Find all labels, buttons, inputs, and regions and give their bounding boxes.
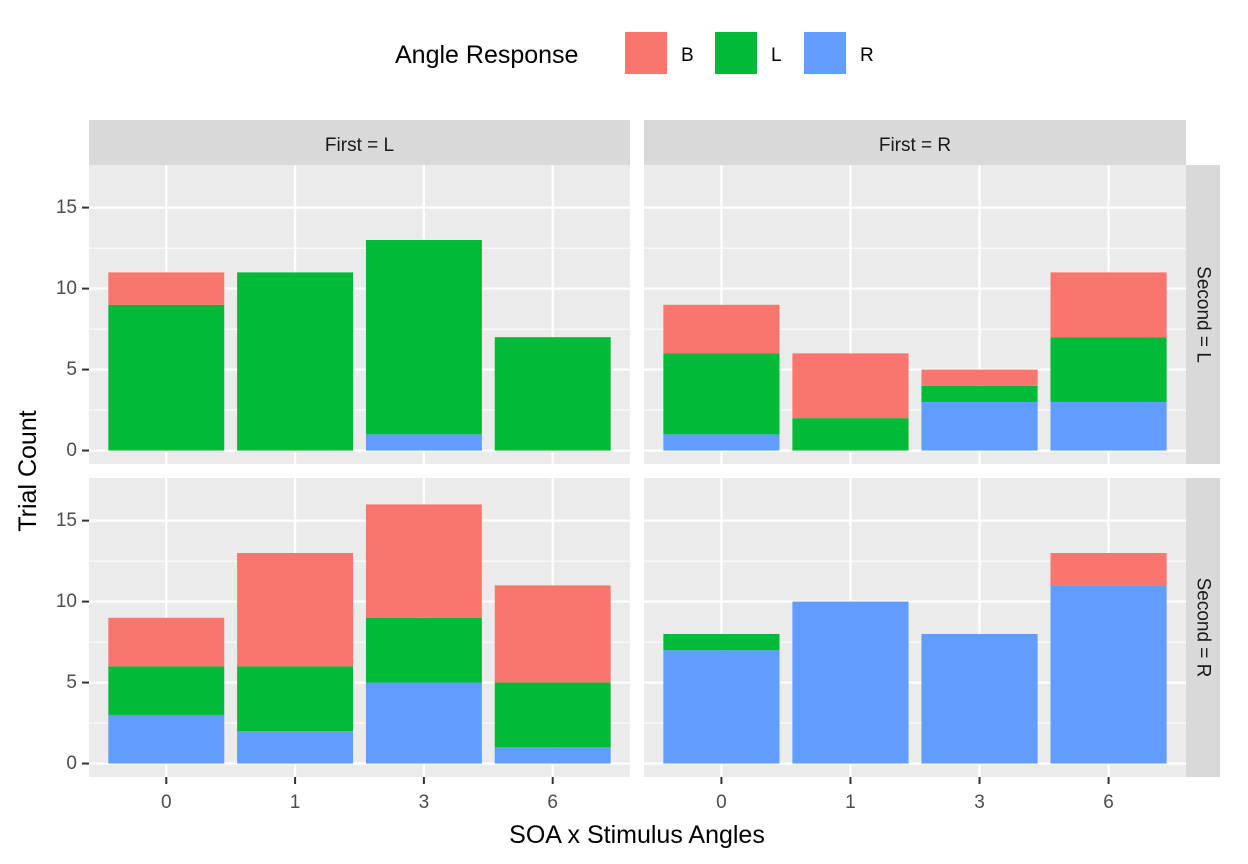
y-tick-label: 10: [56, 278, 77, 299]
facet-panels: First = L First = R Second = L Second = R: [89, 120, 1220, 777]
bar-b-cat-6: [1050, 272, 1167, 338]
bar-b-cat-6: [1050, 552, 1167, 586]
bar-b-cat-3: [921, 369, 1038, 386]
bar-l-cat-0: [108, 666, 225, 715]
y-tick-label: 5: [66, 672, 77, 693]
facet-strip-row-label: Second = L: [1193, 266, 1214, 363]
bar-r-cat-0: [108, 714, 225, 764]
bar-r-cat-1: [237, 731, 354, 764]
y-tick-label: 15: [56, 510, 77, 531]
bar-b-cat-0: [108, 617, 225, 667]
bar-l-cat-6: [494, 337, 611, 451]
bar-l-cat-3: [365, 617, 482, 683]
facet-strip-col-label: First = R: [879, 135, 951, 156]
bar-r-cat-1: [792, 601, 909, 764]
bar-r-cat-6: [1050, 401, 1167, 451]
facet-strip-row-0: [1186, 165, 1220, 464]
facet-strip-col-0: [89, 120, 630, 165]
bar-l-cat-1: [237, 666, 354, 732]
bar-r-cat-3: [365, 434, 482, 451]
y-tick-label: 0: [66, 440, 77, 461]
bar-b-cat-1: [237, 552, 354, 667]
x-tick-label: 0: [161, 792, 172, 813]
bar-b-cat-0: [108, 272, 225, 305]
bar-l-cat-1: [792, 418, 909, 451]
y-tick-label: 10: [56, 591, 77, 612]
y-tick-label: 0: [66, 753, 77, 774]
bar-r-cat-6: [494, 747, 611, 764]
bar-l-cat-0: [108, 304, 225, 451]
x-tick-label: 1: [290, 792, 301, 813]
x-tick-label: 3: [974, 792, 985, 813]
bar-l-cat-6: [1050, 337, 1167, 402]
bar-l-cat-1: [237, 272, 354, 451]
y-axis-title: Trial Count: [14, 410, 42, 531]
bar-r-cat-0: [663, 434, 780, 451]
legend-key-r: [804, 32, 846, 74]
legend-key-b: [625, 32, 667, 74]
panel-1-0: [89, 478, 630, 777]
legend-label-l: L: [771, 45, 782, 66]
bar-b-cat-6: [494, 585, 611, 683]
x-tick-label: 6: [1103, 792, 1114, 813]
legend-label-r: R: [860, 45, 874, 66]
x-tick-label: 3: [419, 792, 430, 813]
facet-strip-col-1: [644, 120, 1186, 165]
bar-l-cat-3: [921, 385, 1038, 402]
x-axis-title: SOA x Stimulus Angles: [509, 821, 765, 849]
facet-strip-row-1: [1186, 478, 1220, 777]
panel-0-0: [89, 165, 630, 464]
x-tick-label: 0: [716, 792, 727, 813]
axes: 0 5 10 15 0 5 10 15 0 1 3 6 0 1 3 6: [56, 197, 1114, 813]
y-tick-label: 5: [66, 359, 77, 380]
facet-strip-col-label: First = L: [325, 135, 394, 156]
bar-l-cat-6: [494, 682, 611, 748]
legend-key-l: [715, 32, 757, 74]
x-tick-label: 1: [845, 792, 856, 813]
x-tick-label: 6: [547, 792, 558, 813]
bar-r-cat-0: [663, 650, 780, 764]
legend-label-b: B: [681, 45, 694, 66]
bar-b-cat-0: [663, 304, 780, 354]
bar-b-cat-3: [365, 504, 482, 618]
bar-r-cat-6: [1050, 585, 1167, 764]
bar-b-cat-1: [792, 353, 909, 419]
legend-title: Angle Response: [395, 41, 578, 69]
facet-strip-row-label: Second = R: [1193, 578, 1214, 678]
bar-l-cat-3: [365, 239, 482, 435]
bar-r-cat-3: [921, 633, 1038, 764]
y-tick-label: 15: [56, 197, 77, 218]
bar-r-cat-3: [365, 682, 482, 764]
bar-l-cat-0: [663, 353, 780, 435]
bar-l-cat-0: [663, 633, 780, 651]
bar-r-cat-3: [921, 401, 1038, 451]
legend: Angle Response B L R: [395, 32, 874, 74]
panel-1-1: [644, 478, 1186, 777]
panel-0-1: [644, 165, 1186, 464]
